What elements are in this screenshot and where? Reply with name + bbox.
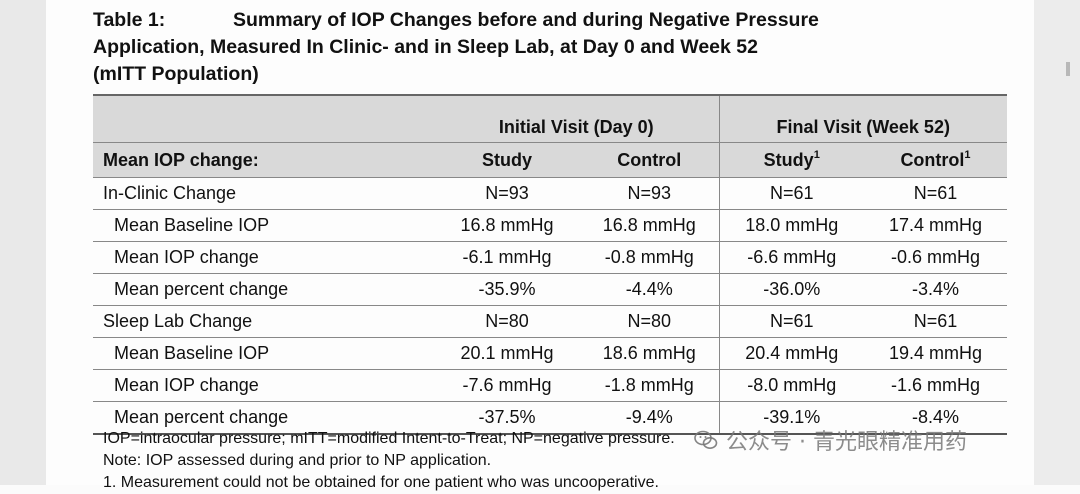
- note-abbreviations: IOP=intraocular pressure; mITT=modified …: [103, 430, 675, 447]
- table-cell: 16.8 mmHg: [580, 209, 719, 242]
- row-label: Mean IOP change: [93, 241, 434, 274]
- footnote-marker: 1: [813, 148, 820, 161]
- table-cell: 20.4 mmHg: [718, 337, 864, 370]
- table-cell: N=61: [864, 177, 1007, 210]
- page-frame-left: [0, 0, 46, 485]
- edge-artifact: [1066, 62, 1070, 76]
- row-label: Mean percent change: [93, 273, 434, 306]
- note-assessment: Note: IOP assessed during and prior to N…: [103, 452, 492, 469]
- table-cell: -8.0 mmHg: [718, 369, 864, 402]
- table-cell: 19.4 mmHg: [864, 337, 1007, 370]
- table-cell: -35.9%: [434, 273, 580, 306]
- table-row: Sleep Lab Change N=80 N=80 N=61 N=61: [93, 305, 1007, 338]
- table-cell: N=61: [718, 305, 864, 338]
- column-header-control-day0: Control: [580, 142, 719, 178]
- wechat-icon: [694, 430, 718, 449]
- table-cell: -0.8 mmHg: [580, 241, 719, 274]
- group-header-row: Initial Visit (Day 0) Final Visit (Week …: [93, 94, 1007, 143]
- table-cell: -39.1%: [718, 401, 864, 435]
- row-label: Mean Baseline IOP: [93, 209, 434, 242]
- table-cell: -0.6 mmHg: [864, 241, 1007, 274]
- table-cell: -4.4%: [580, 273, 719, 306]
- table-row: Mean Baseline IOP 16.8 mmHg 16.8 mmHg 18.0 …: [93, 209, 1007, 242]
- table-cell: 20.1 mmHg: [434, 337, 580, 370]
- watermark-text: 公众号 · 青光眼精准用药: [726, 430, 967, 455]
- group-header-initial-visit: Initial Visit (Day 0): [434, 94, 719, 143]
- table-cell: -6.6 mmHg: [718, 241, 864, 274]
- table-cell: 17.4 mmHg: [864, 209, 1007, 242]
- note-footnote-1: 1. Measurement could not be obtained for…: [103, 474, 659, 491]
- table-body: In-Clinic Change N=93 N=93 N=61 N=61 Mean Bas…: [93, 177, 1007, 435]
- caption-title-line-3: (mITT Population): [93, 63, 259, 85]
- table-row: Mean IOP change -6.1 mmHg -0.8 mmHg -6.6 mm…: [93, 241, 1007, 274]
- caption-number: Table 1:: [93, 9, 166, 31]
- table-cell: -7.6 mmHg: [434, 369, 580, 402]
- caption-title-line-1: Summary of IOP Changes before and during…: [233, 9, 819, 31]
- table-cell: N=61: [718, 177, 864, 210]
- table-cell: -1.6 mmHg: [864, 369, 1007, 402]
- table-cell: 18.6 mmHg: [580, 337, 719, 370]
- footnote-marker: 1: [964, 148, 971, 161]
- table-cell: -3.4%: [864, 273, 1007, 306]
- table-cell: -6.1 mmHg: [434, 241, 580, 274]
- column-header-row: Mean IOP change: Study Control Study1 Co…: [93, 142, 1007, 178]
- table-cell: N=61: [864, 305, 1007, 338]
- table-caption: Table 1: Summary of IOP Changes before an…: [93, 7, 993, 88]
- row-label: Mean percent change: [93, 401, 434, 435]
- row-header-label: Mean IOP change:: [93, 142, 434, 178]
- row-label: Mean Baseline IOP: [93, 337, 434, 370]
- header-spacer: [93, 94, 434, 143]
- table-cell: -1.8 mmHg: [580, 369, 719, 402]
- table-cell: N=93: [580, 177, 719, 210]
- section-label: In-Clinic Change: [93, 177, 434, 210]
- table-cell: N=80: [580, 305, 719, 338]
- caption-line-1: Table 1: Summary of IOP Changes before an…: [93, 7, 993, 34]
- table-cell: N=80: [434, 305, 580, 338]
- page-frame-right: [1034, 0, 1080, 485]
- table-row: Mean IOP change -7.6 mmHg -1.8 mmHg -8.0 mm…: [93, 369, 1007, 402]
- column-header-study-week52: Study1: [718, 142, 864, 178]
- table-cell: 16.8 mmHg: [434, 209, 580, 242]
- section-label: Sleep Lab Change: [93, 305, 434, 338]
- group-header-final-visit: Final Visit (Week 52): [718, 94, 1007, 143]
- table-cell: -37.5%: [434, 401, 580, 435]
- table-cell: 18.0 mmHg: [718, 209, 864, 242]
- table-row: In-Clinic Change N=93 N=93 N=61 N=61: [93, 177, 1007, 210]
- row-label: Mean IOP change: [93, 369, 434, 402]
- table-row: Mean Baseline IOP 20.1 mmHg 18.6 mmHg 20.4 …: [93, 337, 1007, 370]
- iop-summary-table: Initial Visit (Day 0) Final Visit (Week …: [93, 94, 1007, 435]
- caption-title-line-2: Application, Measured In Clinic- and in …: [93, 36, 758, 58]
- watermark: 公众号 · 青光眼精准用药: [694, 424, 967, 456]
- table-cell: -9.4%: [580, 401, 719, 435]
- table-row: Mean percent change -37.5% -9.4% -39.1% -8.4…: [93, 401, 1007, 435]
- table-cell: -36.0%: [718, 273, 864, 306]
- column-header-study-day0: Study: [434, 142, 580, 178]
- table-row: Mean percent change -35.9% -4.4% -36.0% -3.4…: [93, 273, 1007, 306]
- table-cell: N=93: [434, 177, 580, 210]
- column-header-control-week52: Control1: [864, 142, 1007, 178]
- table-cell: -8.4%: [864, 401, 1007, 435]
